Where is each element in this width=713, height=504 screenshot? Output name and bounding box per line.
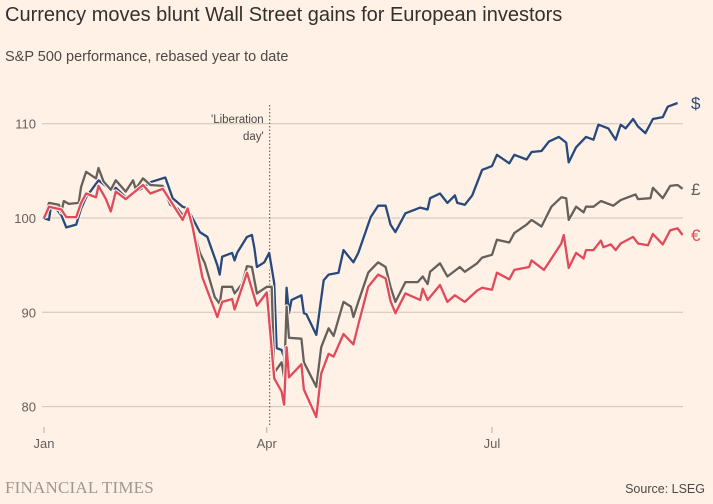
x-tick-label: Jul (484, 436, 501, 451)
series-end-label: € (691, 226, 701, 245)
y-tick-label: 80 (22, 400, 36, 415)
liberation-day-annotation: 'Liberation day' (211, 105, 271, 425)
x-tick-label: Jan (34, 436, 55, 451)
ft-logo: FINANCIAL TIMES (5, 478, 154, 497)
series-line-gbp (42, 166, 684, 388)
series-end-label: £ (691, 180, 701, 199)
series-end-label: $ (691, 94, 701, 113)
annotation-label-line-1: 'Liberation (211, 114, 264, 126)
x-axis: Jan Apr Jul (34, 427, 501, 451)
chart-subtitle: S&P 500 performance, rebased year to dat… (5, 49, 289, 65)
series-line-eur (42, 183, 684, 419)
gridlines (42, 123, 683, 408)
y-tick-label: 110 (15, 117, 36, 132)
x-tick-label: Apr (257, 436, 278, 451)
source-note: Source: LSEG (625, 482, 705, 496)
annotation-label-line-2: day' (243, 131, 264, 143)
chart-title: Currency moves blunt Wall Street gains f… (5, 4, 563, 26)
series-halo (41, 165, 684, 390)
series-line-usd (43, 101, 679, 359)
y-tick-label: 90 (22, 305, 36, 320)
series-lines: $ £ € (41, 94, 701, 420)
y-tick-label: 100 (14, 211, 36, 226)
y-axis: 80 90 100 110 (14, 117, 36, 415)
